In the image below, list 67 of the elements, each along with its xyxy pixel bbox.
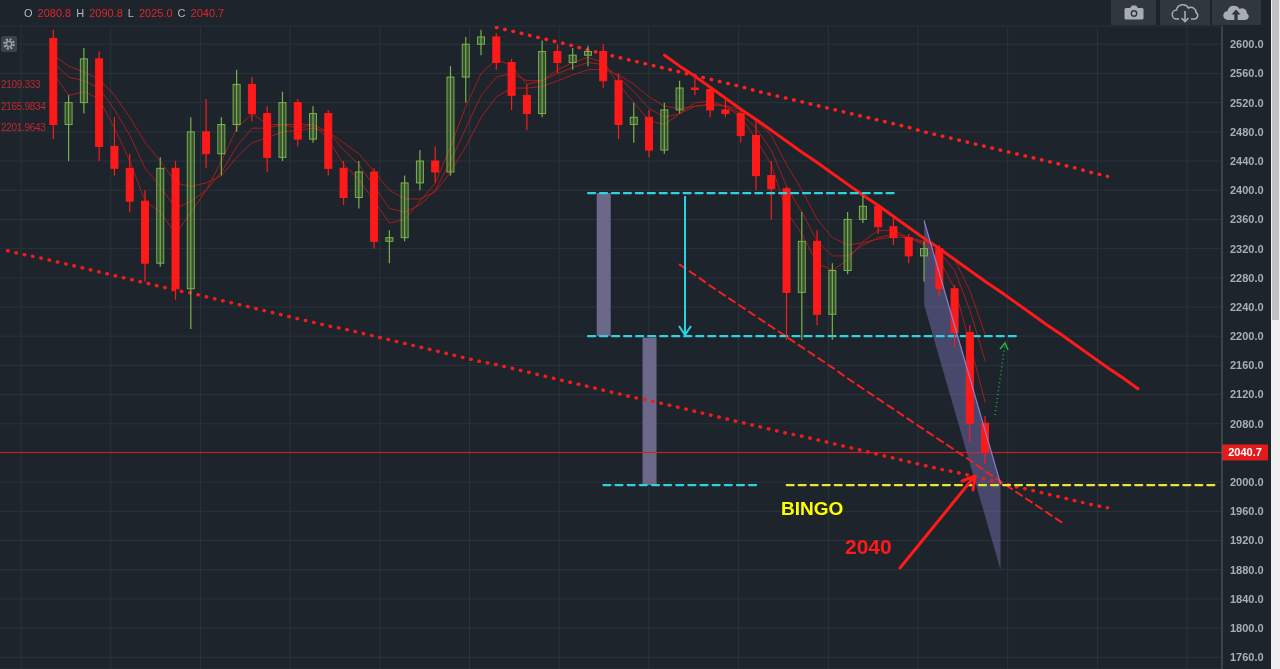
candlestick [522, 83, 531, 131]
annotation: 2040 [845, 535, 892, 559]
candlestick [232, 69, 241, 133]
y-tick-label: 2520.0 [1230, 96, 1264, 109]
candlestick [446, 65, 455, 177]
candlestick [538, 40, 547, 118]
y-tick-label: 1880.0 [1230, 563, 1264, 576]
candlestick [354, 160, 363, 210]
annotation: 2109.333 [1, 79, 41, 90]
y-tick-label: 2600.0 [1230, 38, 1264, 51]
candlestick [568, 47, 577, 71]
candlestick [156, 156, 165, 268]
candlestick [79, 47, 88, 115]
y-tick-label: 1960.0 [1230, 505, 1264, 518]
y-tick-label: 2480.0 [1230, 125, 1264, 138]
y-tick-label: 2160.0 [1230, 359, 1264, 372]
y-tick-label: 2400.0 [1230, 184, 1264, 197]
candlestick [385, 229, 394, 264]
candlestick [477, 29, 486, 56]
text: O 2080.8 H 2090.8 L 2025.0 C 2040.7 [24, 7, 225, 19]
y-tick-label: 2360.0 [1230, 213, 1264, 226]
candlestick [110, 116, 119, 177]
annotation: 2165.9834 [1, 101, 46, 112]
y-tick-label: 1840.0 [1230, 592, 1264, 605]
candlestick [736, 109, 745, 144]
ref-line-label: 2040.7 [1228, 446, 1262, 459]
candlestick [767, 160, 776, 221]
candlestick [202, 98, 211, 169]
candlestick [186, 116, 195, 330]
candlestick [706, 87, 715, 118]
y-tick-label: 2080.0 [1230, 417, 1264, 430]
candlestick [889, 217, 898, 246]
candlestick [431, 145, 440, 184]
candlestick [309, 105, 317, 144]
candlestick [583, 45, 592, 67]
y-tick-label: 2320.0 [1230, 242, 1264, 255]
y-tick-label: 2280.0 [1230, 271, 1264, 284]
candlestick [278, 91, 287, 162]
y-tick-label: 2200.0 [1230, 330, 1264, 343]
candlestick [904, 233, 913, 264]
candlestick [660, 102, 669, 155]
y-tick-label: 1800.0 [1230, 622, 1264, 635]
y-tick-label: 1760.0 [1230, 651, 1264, 664]
y-tick-label: 2560.0 [1230, 67, 1264, 80]
candlestick [400, 175, 409, 242]
candlestick [797, 211, 806, 341]
candlestick [874, 204, 883, 235]
candlestick [553, 43, 562, 75]
y-tick-label: 2440.0 [1230, 154, 1264, 167]
candlestick [843, 211, 852, 275]
candlestick [461, 36, 470, 104]
candlestick [828, 262, 837, 341]
candlestick [64, 94, 73, 162]
line-series [923, 220, 1002, 485]
annotation: 2201.9643 [1, 122, 46, 133]
y-tick-label: 2120.0 [1230, 388, 1264, 401]
candlestick [415, 149, 424, 191]
annotation: BINGO [781, 498, 844, 520]
candlestick [920, 240, 928, 283]
y-tick-label: 2240.0 [1230, 300, 1264, 313]
candlestick [690, 77, 699, 96]
candlestick [217, 116, 226, 177]
candlestick [629, 102, 638, 144]
candlestick [675, 80, 684, 115]
y-tick-label: 1920.0 [1230, 534, 1264, 547]
y-tick-label: 2000.0 [1230, 476, 1264, 489]
candlestick [858, 195, 867, 224]
